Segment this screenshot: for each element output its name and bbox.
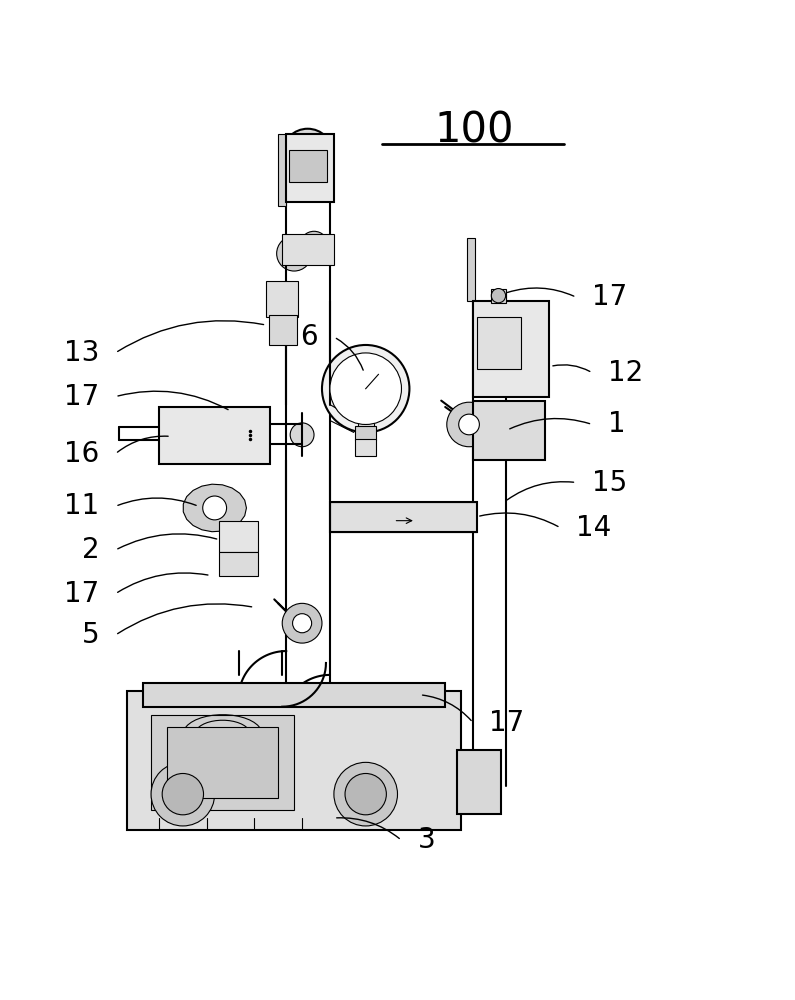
- Text: 15: 15: [592, 469, 627, 497]
- Bar: [278, 134, 286, 206]
- Text: 5: 5: [82, 621, 99, 649]
- Bar: [282, 234, 334, 265]
- Text: 1: 1: [608, 410, 626, 438]
- Bar: [159, 407, 270, 464]
- Bar: [151, 715, 294, 810]
- Circle shape: [459, 414, 479, 435]
- Bar: [127, 691, 461, 830]
- Circle shape: [491, 289, 506, 303]
- Bar: [477, 317, 521, 369]
- Text: 17: 17: [64, 383, 99, 411]
- Circle shape: [345, 773, 386, 815]
- Circle shape: [293, 140, 322, 168]
- Circle shape: [151, 762, 215, 826]
- Bar: [330, 502, 477, 532]
- Circle shape: [447, 402, 491, 447]
- Text: 17: 17: [592, 283, 627, 311]
- Text: 13: 13: [64, 339, 99, 367]
- Circle shape: [277, 236, 312, 271]
- Bar: [219, 552, 258, 576]
- Polygon shape: [184, 484, 246, 532]
- Circle shape: [322, 345, 409, 432]
- Circle shape: [300, 231, 328, 260]
- Text: 12: 12: [608, 359, 643, 387]
- Bar: [266, 281, 298, 317]
- Circle shape: [334, 762, 398, 826]
- Bar: [358, 397, 374, 428]
- Text: 2: 2: [82, 536, 99, 564]
- Circle shape: [330, 353, 401, 424]
- Bar: [355, 426, 376, 440]
- Bar: [473, 301, 549, 397]
- Bar: [286, 134, 334, 202]
- Bar: [491, 289, 506, 303]
- Text: 3: 3: [417, 826, 435, 854]
- Circle shape: [282, 603, 322, 643]
- Bar: [269, 315, 297, 345]
- Bar: [219, 521, 258, 552]
- Circle shape: [203, 496, 227, 520]
- Bar: [143, 683, 445, 707]
- Text: 6: 6: [301, 323, 318, 351]
- Text: 17: 17: [489, 709, 524, 737]
- Circle shape: [162, 773, 204, 815]
- Bar: [167, 727, 278, 798]
- Bar: [289, 150, 327, 182]
- Circle shape: [282, 129, 333, 180]
- Bar: [467, 238, 475, 301]
- Text: 11: 11: [64, 492, 99, 520]
- Bar: [355, 439, 376, 456]
- Text: 14: 14: [576, 514, 611, 542]
- Text: 100: 100: [435, 109, 514, 151]
- Circle shape: [290, 423, 314, 447]
- Bar: [457, 750, 501, 814]
- Circle shape: [293, 614, 312, 633]
- Bar: [473, 401, 545, 460]
- Text: 17: 17: [64, 580, 99, 608]
- Text: 16: 16: [64, 440, 99, 468]
